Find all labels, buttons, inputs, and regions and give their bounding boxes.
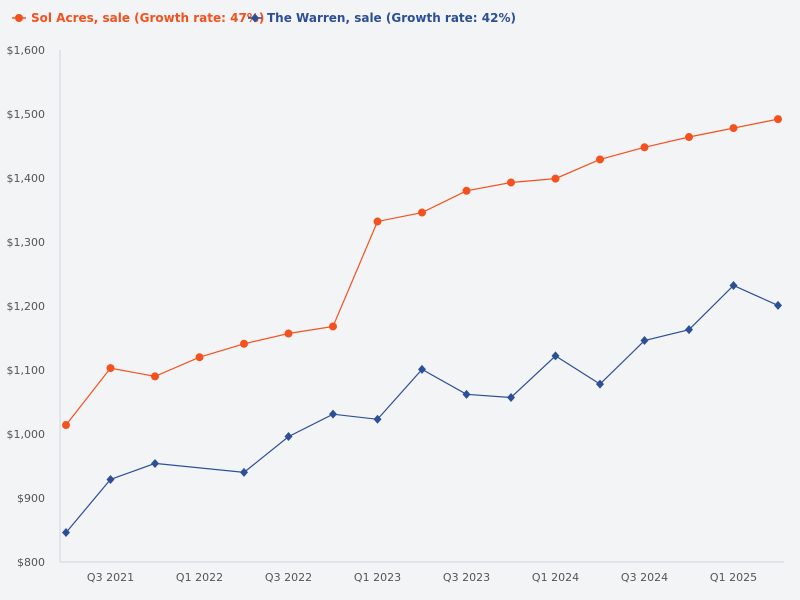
data-point-circle	[774, 115, 782, 124]
data-point-diamond	[640, 336, 649, 346]
y-axis-ticks: $800 $900 $1,000 $1,100 $1,200 $1,300 $1,400 $1…	[7, 44, 46, 569]
x-tick-label: Q1 2024	[532, 571, 579, 584]
legend-label-1: The Warren, sale (Growth rate: 42%)	[267, 11, 516, 25]
data-point-circle	[195, 353, 204, 362]
series-line-1	[65, 284, 779, 533]
data-point-diamond	[62, 528, 70, 538]
data-point-circle	[106, 364, 115, 373]
data-point-circle	[151, 372, 159, 381]
data-point-circle	[640, 143, 649, 152]
x-tick-label: Q3 2024	[621, 571, 668, 584]
data-point-circle	[329, 322, 337, 331]
data-point-diamond	[329, 409, 337, 419]
data-point-diamond	[551, 351, 560, 361]
y-tick-label: $1,000	[7, 428, 46, 441]
data-point-circle	[596, 155, 604, 164]
data-point-diamond	[373, 414, 382, 424]
series-group	[62, 115, 782, 538]
data-point-circle	[62, 421, 70, 430]
data-point-circle	[284, 329, 293, 338]
data-point-diamond	[462, 389, 471, 399]
x-tick-label: Q1 2023	[354, 571, 401, 584]
legend-label-0: Sol Acres, sale (Growth rate: 47%)	[31, 11, 264, 25]
data-point-diamond	[729, 281, 738, 291]
x-tick-label: Q3 2022	[265, 571, 312, 584]
y-tick-label: $1,600	[7, 44, 46, 57]
data-point-circle	[373, 217, 382, 226]
data-point-diamond	[685, 325, 693, 335]
data-point-diamond	[106, 474, 115, 484]
y-tick-label: $1,100	[7, 364, 46, 377]
data-point-diamond	[507, 393, 515, 403]
x-tick-label: Q3 2021	[87, 571, 134, 584]
data-point-diamond	[151, 458, 159, 468]
x-tick-label: Q1 2022	[176, 571, 223, 584]
data-point-diamond	[284, 432, 293, 442]
legend-circle-marker	[15, 14, 23, 22]
data-point-circle	[685, 133, 693, 142]
data-point-circle	[240, 339, 248, 348]
y-tick-label: $1,300	[7, 236, 46, 249]
data-point-circle	[551, 174, 560, 183]
y-tick-label: $800	[17, 556, 45, 569]
x-axis-ticks: Q3 2021 Q1 2022 Q3 2022 Q1 2023 Q3 2023 Q1 20…	[87, 571, 757, 584]
legend: Sol Acres, sale (Growth rate: 47%) The Wa…	[12, 11, 516, 25]
data-point-diamond	[774, 300, 782, 310]
axes	[59, 50, 784, 563]
data-point-diamond	[240, 467, 248, 477]
data-point-circle	[462, 186, 471, 195]
x-tick-label: Q3 2023	[443, 571, 490, 584]
y-tick-label: $900	[17, 492, 45, 505]
y-tick-label: $1,500	[7, 108, 46, 121]
legend-diamond-marker	[251, 13, 259, 23]
data-point-circle	[418, 208, 426, 217]
x-tick-label: Q1 2025	[710, 571, 757, 584]
data-point-diamond	[596, 379, 604, 389]
y-tick-label: $1,200	[7, 300, 46, 313]
y-tick-label: $1,400	[7, 172, 46, 185]
data-point-circle	[729, 124, 738, 133]
data-point-circle	[507, 178, 515, 187]
data-point-diamond	[418, 364, 426, 374]
series-line-0	[65, 118, 779, 426]
